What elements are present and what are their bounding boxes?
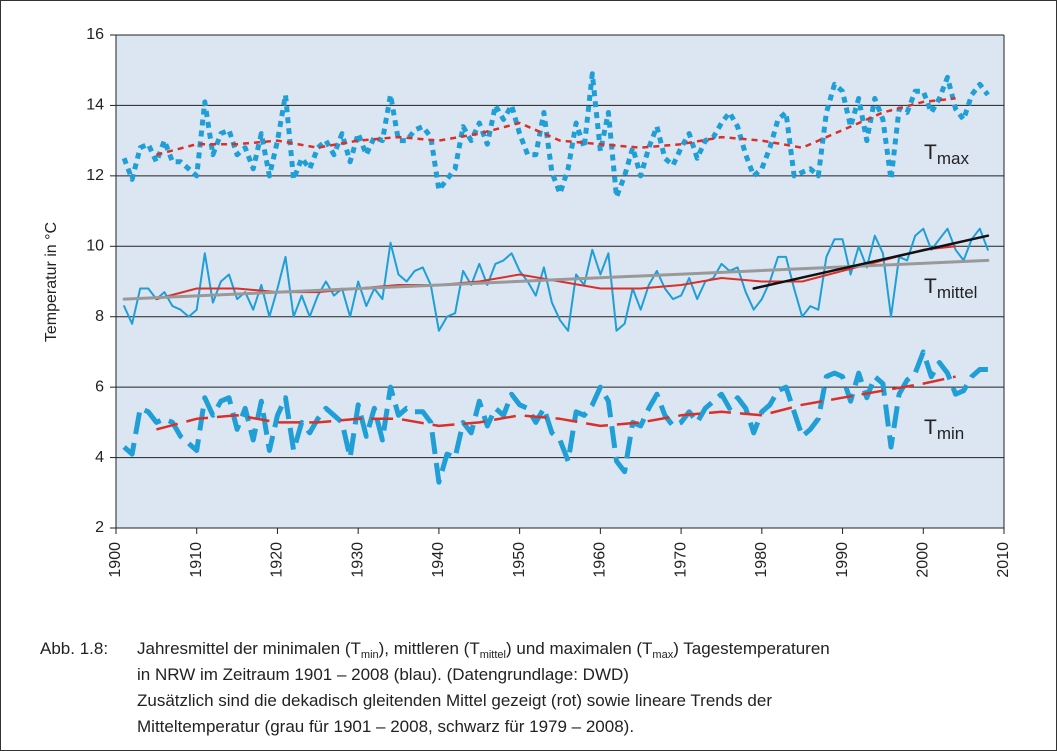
y-tick-label: 14 bbox=[86, 97, 104, 114]
y-tick-label: 8 bbox=[95, 308, 104, 325]
annotation: Tmax bbox=[924, 141, 969, 168]
x-tick-label: 1990 bbox=[834, 542, 851, 578]
caption-sub: max bbox=[652, 649, 673, 661]
caption-text: ) und maximalen (T bbox=[506, 639, 652, 658]
x-tick-label: 2010 bbox=[995, 542, 1012, 578]
series-line bbox=[752, 234, 990, 290]
annotation-text: T bbox=[924, 275, 937, 298]
x-tick-label: 2000 bbox=[914, 542, 931, 578]
x-tick-label: 1980 bbox=[753, 542, 770, 578]
y-tick-label: 2 bbox=[95, 519, 104, 536]
x-tick-label: 1910 bbox=[188, 542, 205, 578]
annotation-text: T bbox=[924, 141, 937, 164]
x-tick-label: 1930 bbox=[349, 542, 366, 578]
y-tick-label: 16 bbox=[86, 26, 104, 43]
x-tick-label: 1960 bbox=[592, 542, 609, 578]
y-axis-label: Temperatur in °C bbox=[43, 222, 60, 342]
series-line bbox=[156, 375, 956, 431]
caption-sub: mittel bbox=[480, 649, 506, 661]
caption-line: in NRW im Zeitraum 1901 – 2008 (blau). (… bbox=[137, 665, 629, 684]
caption-line: Zusätzlich sind die dekadisch gleitenden… bbox=[137, 691, 772, 710]
caption-sub: min bbox=[361, 649, 379, 661]
caption-label: Abb. 1.8: bbox=[40, 639, 108, 658]
plot: 2 4 6 8 10 12 14 16 1900 1910 1920 1930 1940 1950 1960… bbox=[86, 26, 1012, 577]
x-tick-label: 1900 bbox=[107, 542, 124, 578]
series-line bbox=[123, 227, 989, 332]
series-line bbox=[121, 71, 990, 200]
y-tick-label: 4 bbox=[95, 449, 104, 466]
annotation: Tmin bbox=[924, 416, 964, 443]
x-tick-label: 1970 bbox=[672, 542, 689, 578]
x-tick-label: 1940 bbox=[430, 542, 447, 578]
annotation-sub: max bbox=[937, 149, 970, 168]
caption-text: ), mittleren (T bbox=[379, 639, 480, 658]
caption-line: Jahresmittel der minimalen (Tmin), mittl… bbox=[137, 639, 830, 661]
annotation-sub: min bbox=[937, 424, 964, 443]
y-tick-label: 10 bbox=[86, 238, 104, 255]
annotation-text: T bbox=[924, 416, 937, 439]
caption-text: Jahresmittel der minimalen (T bbox=[137, 639, 361, 658]
caption-line: Mitteltemperatur (grau für 1901 – 2008, … bbox=[137, 717, 634, 736]
y-tick-label: 6 bbox=[95, 378, 104, 395]
x-tick-label: 1920 bbox=[269, 542, 286, 578]
annotation-sub: mittel bbox=[937, 283, 978, 302]
annotation: Tmittel bbox=[924, 275, 977, 302]
x-tick-label: 1950 bbox=[511, 542, 528, 578]
y-tick-label: 12 bbox=[86, 167, 104, 184]
caption-text: ) Tagestemperaturen bbox=[673, 639, 830, 658]
series-line bbox=[156, 97, 956, 156]
series-line bbox=[122, 258, 990, 301]
